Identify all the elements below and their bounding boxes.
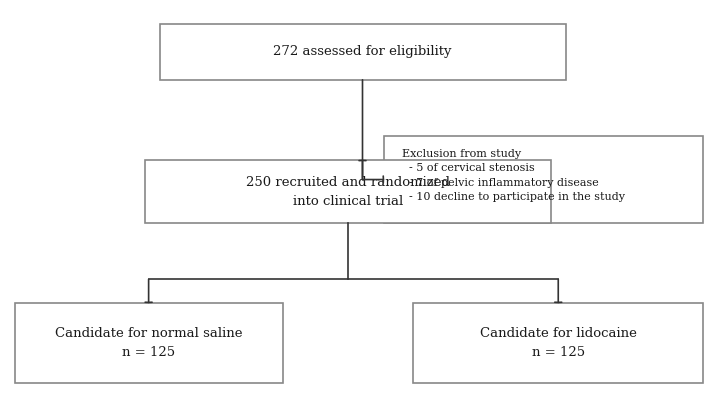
Bar [384, 136, 703, 223]
Bar [14, 303, 283, 383]
Text: 272 assessed for eligibility: 272 assessed for eligibility [273, 45, 452, 58]
Bar [145, 160, 551, 223]
Text: Exclusion from study
  - 5 of cervical stenosis
  - 7 of pelvic inflammatory dis: Exclusion from study - 5 of cervical ste… [402, 149, 626, 202]
Bar [160, 24, 566, 80]
Text: Candidate for lidocaine
n = 125: Candidate for lidocaine n = 125 [480, 327, 637, 359]
Text: Candidate for normal saline
n = 125: Candidate for normal saline n = 125 [55, 327, 242, 359]
Bar [413, 303, 703, 383]
Text: 250 recruited and randomized
into clinical trial: 250 recruited and randomized into clinic… [246, 176, 450, 207]
